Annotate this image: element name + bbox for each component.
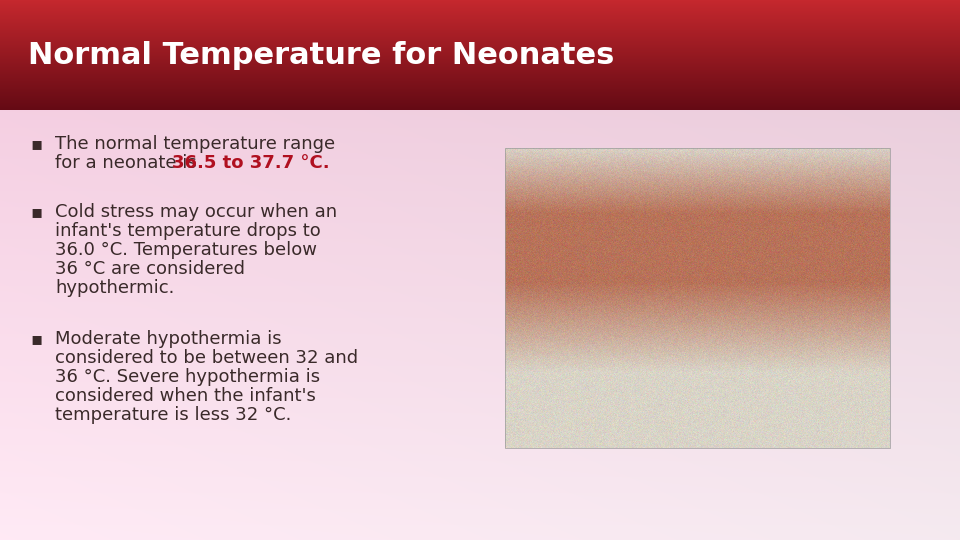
Text: 36.5 to 37.7 °C.: 36.5 to 37.7 °C. bbox=[172, 154, 329, 172]
Text: hypothermic.: hypothermic. bbox=[55, 279, 175, 297]
Text: infant's temperature drops to: infant's temperature drops to bbox=[55, 222, 321, 240]
Text: 36.0 °C. Temperatures below: 36.0 °C. Temperatures below bbox=[55, 241, 317, 259]
Text: considered to be between 32 and: considered to be between 32 and bbox=[55, 349, 358, 367]
Bar bbox=[505, 148, 890, 448]
Text: temperature is less 32 °C.: temperature is less 32 °C. bbox=[55, 406, 292, 424]
Text: 36 °C are considered: 36 °C are considered bbox=[55, 260, 245, 278]
Text: ▪: ▪ bbox=[30, 203, 42, 221]
Text: considered when the infant's: considered when the infant's bbox=[55, 387, 316, 405]
Text: ▪: ▪ bbox=[30, 135, 42, 153]
Text: ▪: ▪ bbox=[30, 330, 42, 348]
Text: The normal temperature range: The normal temperature range bbox=[55, 135, 335, 153]
Text: 36 °C. Severe hypothermia is: 36 °C. Severe hypothermia is bbox=[55, 368, 320, 386]
Text: Cold stress may occur when an: Cold stress may occur when an bbox=[55, 203, 337, 221]
Text: Normal Temperature for Neonates: Normal Temperature for Neonates bbox=[28, 40, 614, 70]
Text: for a neonate is: for a neonate is bbox=[55, 154, 203, 172]
Text: Moderate hypothermia is: Moderate hypothermia is bbox=[55, 330, 281, 348]
